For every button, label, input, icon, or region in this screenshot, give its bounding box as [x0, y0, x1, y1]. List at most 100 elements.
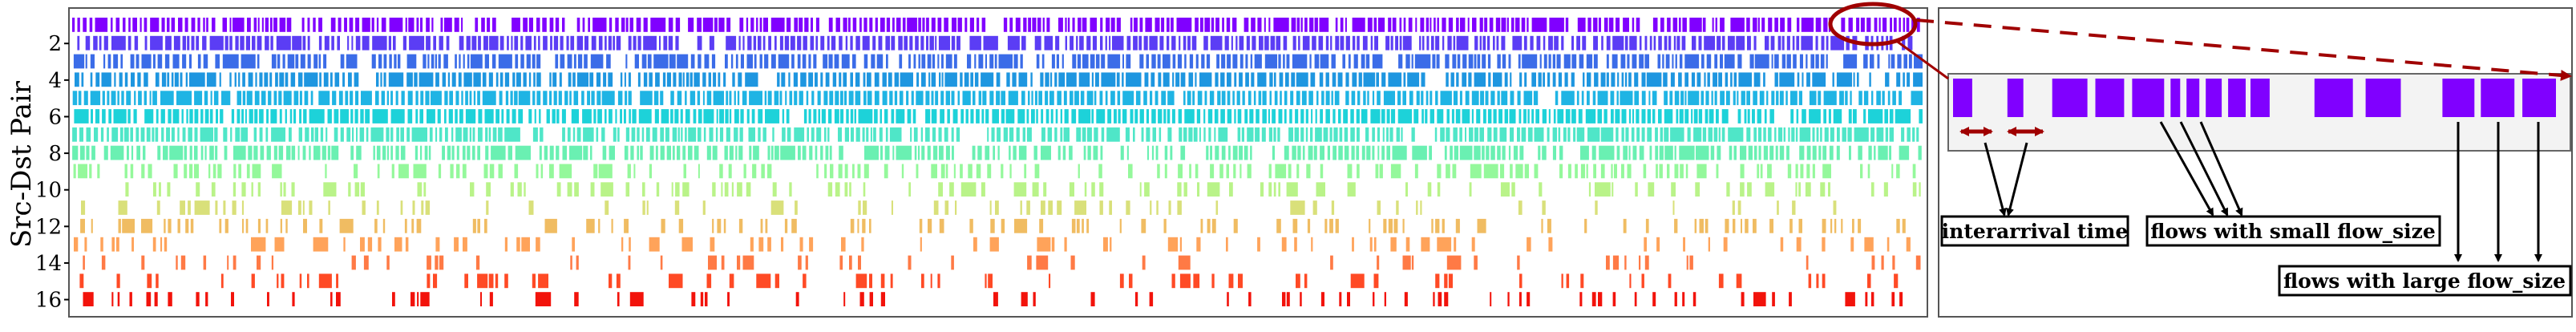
flow-mark-row-7-53: [429, 127, 433, 142]
flow-mark-row-3-207: [1639, 54, 1644, 69]
flow-mark-row-8-88: [729, 145, 734, 160]
flow-mark-row-13-3: [111, 237, 115, 252]
flow-mark-row-15-48: [1304, 273, 1308, 289]
flow-mark-row-6-154: [1122, 109, 1127, 123]
flow-mark-row-2-164: [1270, 35, 1276, 51]
flow-mark-row-6-60: [501, 109, 504, 123]
flow-mark-row-5-124: [894, 91, 898, 106]
flow-mark-row-6-33: [289, 109, 293, 123]
flow-mark-row-7-177: [1300, 127, 1304, 142]
flow-mark-row-8-187: [1519, 145, 1524, 160]
flow-mark-row-8-17: [204, 145, 207, 160]
flow-mark-row-8-104: [839, 145, 843, 160]
flow-mark-row-4-68: [549, 72, 552, 87]
flow-mark-row-3-206: [1632, 54, 1637, 69]
flow-mark-row-1-185: [1367, 18, 1373, 32]
flow-mark-row-6-70: [561, 109, 566, 123]
flow-mark-row-4-145: [1078, 72, 1090, 87]
flow-mark-row-10-81: [1588, 182, 1591, 197]
flow-mark-row-6-98: [746, 109, 750, 123]
flow-mark-row-9-13: [212, 164, 216, 179]
flow-mark-row-5-85: [653, 91, 659, 106]
flow-mark-row-3-42: [427, 54, 430, 69]
flow-mark-row-14-15: [439, 255, 444, 270]
flow-mark-row-4-106: [808, 72, 814, 87]
flow-mark-row-5-147: [1034, 91, 1037, 106]
main-plot-frame: [68, 7, 1928, 318]
flow-mark-row-3-0: [73, 54, 85, 69]
flow-mark-row-13-31: [750, 237, 754, 252]
flow-mark-row-6-113: [850, 109, 854, 123]
flow-mark-row-1-154: [1145, 18, 1152, 32]
flow-mark-row-16-30: [859, 292, 864, 306]
flow-mark-row-1-230: [1667, 18, 1671, 32]
flow-mark-row-7-200: [1453, 127, 1458, 142]
flow-mark-row-8-151: [1250, 145, 1252, 160]
flow-mark-row-2-208: [1548, 35, 1553, 51]
flow-mark-row-3-112: [945, 54, 952, 69]
flow-mark-row-16-34: [1021, 292, 1028, 306]
flow-mark-row-1-158: [1171, 18, 1174, 32]
flow-mark-row-1-198: [1437, 18, 1439, 32]
flow-mark-row-11-42: [1057, 200, 1062, 215]
flow-mark-row-10-3: [167, 182, 171, 197]
flow-mark-row-9-110: [1559, 164, 1563, 179]
flow-mark-row-5-43: [381, 91, 385, 106]
flow-mark-row-6-210: [1471, 109, 1474, 123]
flow-mark-row-3-198: [1571, 54, 1577, 69]
flow-mark-row-4-112: [843, 72, 847, 87]
flow-mark-row-8-21: [233, 145, 246, 160]
flow-mark-row-2-235: [1728, 35, 1735, 51]
flow-mark-row-7-148: [1094, 127, 1098, 142]
flow-mark-row-8-18: [209, 145, 214, 160]
flow-mark-row-5-231: [1581, 91, 1584, 106]
flow-mark-row-11-3: [180, 200, 185, 215]
flow-mark-row-5-168: [1167, 91, 1175, 106]
flow-mark-row-12-4: [141, 218, 153, 233]
flow-mark-row-4-88: [678, 72, 682, 87]
flow-mark-row-1-229: [1660, 18, 1664, 32]
flow-mark-row-12-69: [1307, 218, 1311, 233]
flow-mark-row-5-164: [1143, 91, 1147, 106]
pointer-small-1: [2159, 121, 2214, 217]
flow-mark-row-16-39: [1227, 292, 1229, 306]
flow-mark-row-2-76: [628, 35, 632, 51]
flow-mark-row-12-92: [1725, 218, 1729, 233]
flow-mark-row-1-143: [1072, 18, 1075, 32]
flow-mark-row-5-84: [640, 91, 653, 106]
flow-mark-row-6-189: [1325, 109, 1330, 123]
flow-mark-row-7-108: [811, 127, 815, 142]
flow-mark-row-9-130: [1740, 164, 1745, 179]
flow-mark-row-8-61: [515, 145, 531, 160]
flow-mark-row-5-281: [1911, 91, 1923, 106]
flow-mark-row-7-167: [1237, 127, 1241, 142]
flow-mark-row-16-9: [231, 292, 234, 306]
flow-mark-row-1-157: [1167, 18, 1170, 32]
flow-mark-row-12-35: [678, 218, 684, 233]
flow-mark-row-1-132: [1009, 18, 1013, 32]
flow-mark-row-7-121: [885, 127, 888, 142]
flow-mark-row-3-174: [1411, 54, 1413, 69]
flow-mark-row-7-265: [1885, 127, 1888, 142]
flow-mark-row-2-227: [1673, 35, 1676, 51]
flow-mark-row-9-116: [1600, 164, 1605, 179]
flow-mark-row-12-0: [80, 218, 85, 233]
flow-mark-row-12-105: [1858, 218, 1862, 233]
flow-mark-row-8-152: [1272, 145, 1275, 160]
flow-mark-row-7-66: [498, 127, 503, 142]
flow-mark-row-3-196: [1556, 54, 1561, 69]
flow-mark-row-3-51: [470, 54, 483, 69]
flow-mark-row-7-12: [146, 127, 151, 142]
flow-mark-row-5-218: [1471, 91, 1479, 106]
flow-mark-row-6-188: [1320, 109, 1323, 123]
flow-mark-row-15-10: [318, 273, 332, 289]
flow-mark-row-10-4: [196, 182, 200, 197]
flow-mark-row-9-1: [78, 164, 87, 179]
flow-mark-row-8-234: [1918, 145, 1922, 160]
flow-mark-row-2-139: [1105, 35, 1107, 51]
flow-mark-row-6-46: [390, 109, 405, 123]
flow-mark-row-3-99: [863, 54, 868, 69]
flow-mark-row-6-11: [168, 109, 172, 123]
flow-mark-row-1-3: [89, 18, 93, 32]
